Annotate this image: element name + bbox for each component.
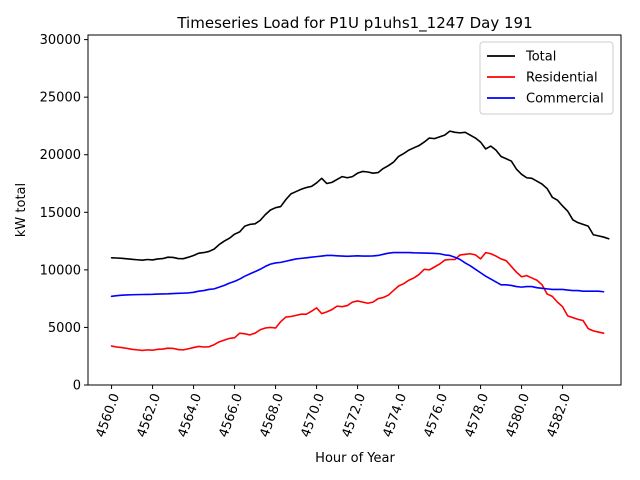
y-tick-label: 15000 (40, 206, 81, 221)
y-tick-label: 30000 (40, 33, 81, 48)
series-line-commercial (110, 251, 605, 298)
series-layer (110, 130, 610, 352)
y-axis-label: kW total (14, 183, 29, 237)
x-axis-label: Hour of Year (315, 451, 395, 466)
series-line-total (110, 130, 610, 262)
legend: Total Residential Commercial (479, 41, 614, 115)
y-tick-label: 25000 (40, 91, 81, 106)
legend-label-residential: Residential (526, 71, 598, 86)
y-axis: 0 5000 10000 15000 20000 25000 30000 (40, 33, 88, 394)
legend-label-commercial: Commercial (526, 92, 604, 107)
chart-title: Timeseries Load for P1U p1uhs1_1247 Day … (176, 14, 532, 33)
y-tick-label: 5000 (48, 321, 81, 336)
plot-frame (87, 34, 622, 386)
y-tick-label: 10000 (40, 263, 81, 278)
legend-frame (479, 41, 614, 115)
legend-label-total: Total (525, 50, 556, 65)
y-tick-label: 20000 (40, 148, 81, 163)
series-line-residential (110, 251, 605, 352)
y-tick-label: 0 (73, 379, 81, 394)
